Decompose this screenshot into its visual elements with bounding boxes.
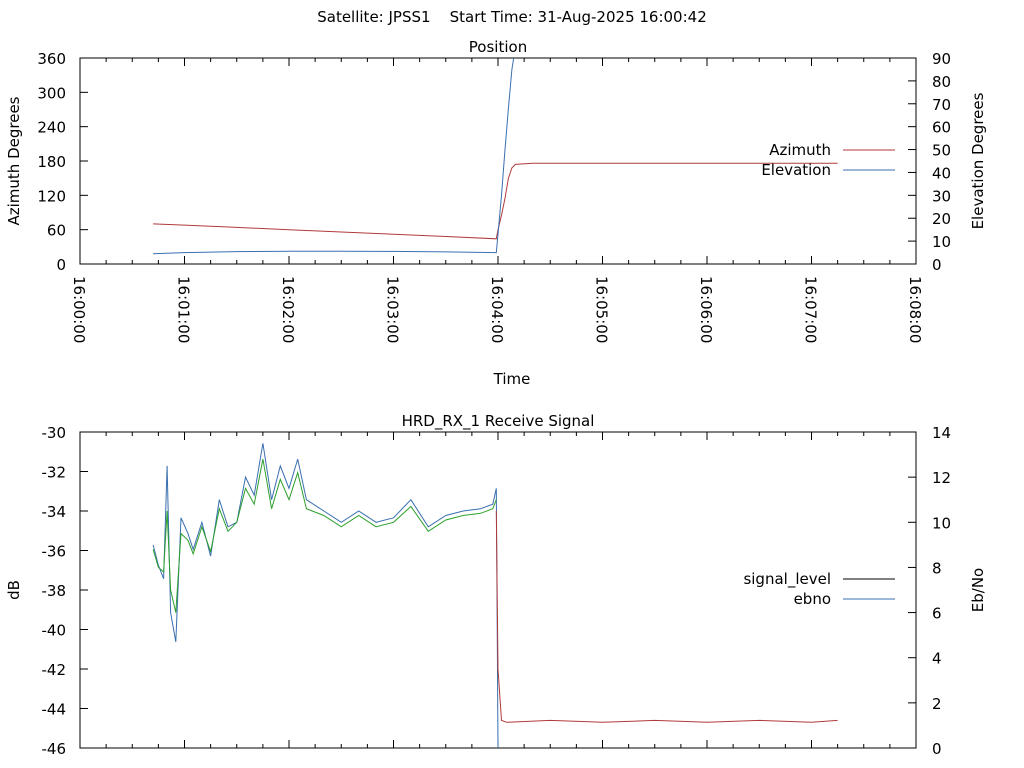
x-tick-label: 16:03:00	[384, 276, 402, 343]
x-tick-label: 16:08:00	[906, 276, 924, 343]
right-y-tick-label: 0	[932, 256, 942, 274]
legend-label: ebno	[794, 590, 831, 608]
right-y-tick-label: 20	[932, 210, 951, 228]
x-tick-label: 16:07:00	[802, 276, 820, 343]
left-y-tick-label: -32	[42, 464, 67, 482]
x-tick-label: 16:00:00	[70, 276, 88, 343]
right-y-tick-label: 70	[932, 96, 951, 114]
left-y-tick-label: -44	[42, 701, 67, 719]
series-line-Azimuth	[153, 162, 838, 240]
left-y-tick-label: 300	[37, 84, 66, 102]
left-y-tick-label: -30	[42, 424, 67, 442]
chart-title: Position	[469, 38, 527, 56]
right-axis-label: Elevation Degrees	[969, 92, 987, 229]
right-y-tick-label: 14	[932, 424, 951, 442]
x-tick-label: 16:04:00	[488, 276, 506, 343]
right-y-tick-label: 0	[932, 740, 942, 758]
left-axis-label: Azimuth Degrees	[5, 96, 23, 225]
right-y-tick-label: 80	[932, 73, 951, 91]
right-y-tick-label: 12	[932, 469, 951, 487]
left-y-tick-label: -40	[42, 622, 67, 640]
left-y-tick-label: 360	[37, 50, 66, 68]
series-line-trace-2	[495, 510, 838, 723]
left-y-tick-label: 60	[47, 222, 66, 240]
right-axis-label: Eb/No	[969, 568, 987, 612]
series-line-ebno	[152, 443, 499, 748]
right-y-tick-label: 10	[932, 233, 951, 251]
legend-label: signal_level	[743, 570, 831, 589]
page-title: Satellite: JPSS1 Start Time: 31-Aug-2025…	[317, 8, 707, 26]
left-y-tick-label: 120	[37, 187, 66, 205]
series-group	[152, 443, 838, 748]
legend-label: Azimuth	[769, 141, 831, 159]
series-group	[153, 58, 838, 255]
chart-title: HRD_RX_1 Receive Signal	[402, 412, 595, 431]
right-y-tick-label: 60	[932, 119, 951, 137]
series-line-Elevation	[153, 58, 515, 255]
x-tick-label: 16:01:00	[175, 276, 193, 343]
right-y-tick-label: 2	[932, 695, 942, 713]
right-y-tick-label: 90	[932, 50, 951, 68]
right-y-tick-label: 6	[932, 605, 942, 623]
left-y-tick-label: -38	[42, 582, 67, 600]
right-y-tick-label: 4	[932, 650, 942, 668]
right-y-tick-label: 10	[932, 514, 951, 532]
left-y-tick-label: 180	[37, 153, 66, 171]
right-y-tick-label: 8	[932, 559, 942, 577]
right-y-tick-label: 30	[932, 187, 951, 205]
left-y-tick-label: -34	[42, 503, 67, 521]
x-axis-label: Time	[493, 370, 531, 388]
series-line-trace-1	[152, 459, 497, 613]
right-y-tick-label: 40	[932, 164, 951, 182]
x-tick-label: 16:02:00	[279, 276, 297, 343]
left-y-tick-label: -46	[42, 740, 67, 758]
x-tick-label: 16:06:00	[697, 276, 715, 343]
legend-label: Elevation	[761, 161, 831, 179]
left-y-tick-label: 240	[37, 119, 66, 137]
position-chart: Position 0 60 120 180 240 300 360 0 10 20 30 40 50 60 7…	[5, 38, 987, 388]
left-axis-label: dB	[5, 580, 23, 600]
left-y-tick-label: 0	[56, 256, 66, 274]
right-y-tick-label: 50	[932, 142, 951, 160]
left-y-tick-label: -42	[42, 661, 67, 679]
left-y-tick-label: -36	[42, 543, 67, 561]
receive-signal-chart: HRD_RX_1 Receive Signal -46 -44 -42 -40 -38 -3…	[5, 412, 987, 758]
x-tick-label: 16:05:00	[593, 276, 611, 343]
